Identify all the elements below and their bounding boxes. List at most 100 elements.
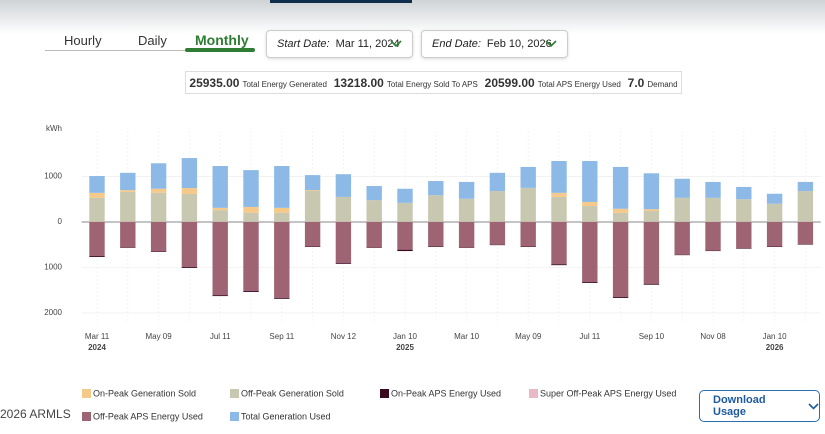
bar-segment xyxy=(643,211,660,222)
bar-segment xyxy=(89,197,105,222)
legend-item: Super Off-Peak APS Energy Used xyxy=(529,388,676,398)
bar-segment xyxy=(582,221,598,282)
bar-segment xyxy=(89,256,105,257)
tab-monthly[interactable]: Monthly xyxy=(195,32,249,48)
legend-swatch xyxy=(380,389,389,398)
chevron xyxy=(808,402,819,410)
summary-value: 20599.00 xyxy=(484,75,535,90)
bar-segment xyxy=(304,190,321,192)
legend-swatch xyxy=(230,389,239,398)
bar-segment xyxy=(181,193,198,222)
bar-segment xyxy=(797,191,814,222)
bar-segment xyxy=(674,197,690,222)
x-tick-label: May 09 xyxy=(145,332,172,341)
bar-segment xyxy=(458,181,475,199)
copyright: 2026 ARMLS xyxy=(0,407,71,421)
bar-segment xyxy=(181,158,198,189)
bar-segment xyxy=(304,191,321,222)
bar-segment xyxy=(397,202,413,222)
bar-segment xyxy=(428,181,444,196)
nav-bar xyxy=(270,0,412,3)
bar-segment xyxy=(366,186,382,201)
bar-segment xyxy=(582,206,598,222)
summary-item: 25935.00 Total Energy Generated xyxy=(189,76,327,90)
start-date[interactable]: Start Date: Mar 11, 2024 xyxy=(266,30,413,58)
bar-segment xyxy=(797,181,814,192)
legend-swatch xyxy=(230,412,239,421)
download-label: Download Usage xyxy=(713,394,766,418)
bar-segment xyxy=(274,212,290,222)
bar-segment xyxy=(797,221,814,245)
bar-segment xyxy=(397,221,413,250)
x-year-label: 2025 xyxy=(396,343,414,352)
bar-segment xyxy=(274,221,290,298)
x-tick-label: May 09 xyxy=(515,332,542,341)
summary-value: 13218.00 xyxy=(333,75,384,90)
legend-label: Off-Peak APS Energy Used xyxy=(93,411,203,421)
bar-segment xyxy=(274,207,290,213)
bar-segment xyxy=(397,249,413,252)
bar-segment xyxy=(489,191,506,222)
legend-label: Super Off-Peak APS Energy Used xyxy=(540,388,676,398)
y-tick-label: 1000 xyxy=(44,172,62,181)
bar-segment xyxy=(674,221,690,255)
tab-line xyxy=(45,50,255,51)
bar-segment xyxy=(489,221,506,245)
bar-segment xyxy=(243,212,259,222)
bar-segment xyxy=(551,264,567,266)
bar-segment xyxy=(674,178,690,198)
end-date-label: End Date: xyxy=(432,38,481,50)
legend-swatch xyxy=(529,389,538,398)
bar-segment xyxy=(274,297,290,299)
x-year-label: 2024 xyxy=(88,343,106,352)
legend-item: On-Peak Generation Sold xyxy=(82,388,196,398)
end-date[interactable]: End Date: Feb 10, 2026 xyxy=(421,30,568,58)
bar-segment xyxy=(181,221,198,267)
tab-hourly[interactable]: Hourly xyxy=(64,33,102,48)
x-tick-label: Jul 11 xyxy=(579,332,600,341)
start-date-label: Start Date: xyxy=(277,38,330,50)
bar-segment xyxy=(150,163,167,189)
bar-segment xyxy=(612,208,629,213)
bar-segment xyxy=(551,161,567,193)
summary-item: 20599.00 Total APS Energy Used xyxy=(485,76,621,90)
bar-segment xyxy=(551,196,567,222)
legend-item: On-Peak APS Energy Used xyxy=(380,388,501,398)
bar-segment xyxy=(705,197,721,222)
bar-segment xyxy=(212,210,228,222)
summary-label: Total Energy Generated xyxy=(242,79,327,89)
legend-swatch xyxy=(82,412,91,421)
bar-segment xyxy=(212,221,228,296)
bar-segment xyxy=(766,203,783,222)
tab-daily[interactable]: Daily xyxy=(138,33,167,48)
bar-segment xyxy=(335,221,352,263)
bar-segment xyxy=(181,266,198,268)
x-tick-label: Jan 10 xyxy=(763,332,788,341)
chevron xyxy=(390,40,402,48)
bar-segment xyxy=(520,187,536,222)
download-button[interactable]: Download Usage xyxy=(699,390,820,422)
x-tick-label: Jul 11 xyxy=(210,332,231,341)
bar-segment xyxy=(582,161,598,202)
bar-segment xyxy=(150,192,167,222)
bar-segment xyxy=(181,188,198,194)
bar-segment xyxy=(150,221,167,252)
bar-segment xyxy=(520,221,536,247)
bar-segment xyxy=(366,200,382,222)
bar-segment xyxy=(243,206,259,213)
bar-segment xyxy=(274,166,290,208)
bar-segment xyxy=(150,188,167,193)
bar-segment xyxy=(612,212,629,222)
header-band xyxy=(0,0,825,34)
summary-label: Demand xyxy=(647,79,678,89)
bar-segment xyxy=(736,186,752,200)
chevron xyxy=(545,40,557,48)
bar-segment xyxy=(489,172,506,192)
end-date-value: Feb 10, 2026 xyxy=(486,38,552,50)
bar-segment xyxy=(304,175,321,191)
bar-segment xyxy=(643,173,660,210)
bar-segment xyxy=(397,188,413,203)
y-tick-label: 1000 xyxy=(44,263,62,272)
legend-label: Total Generation Used xyxy=(241,411,331,421)
